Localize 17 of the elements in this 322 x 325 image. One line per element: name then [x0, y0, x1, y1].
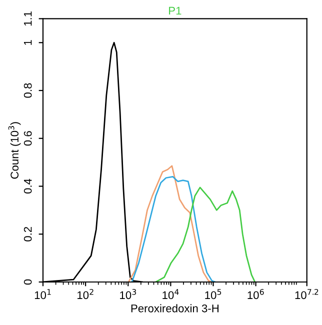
y-tick-label: 0.6 — [24, 131, 32, 146]
x-tick-label: 10$^{2}$ — [78, 288, 94, 300]
x-tick-label: 10$^{3}$ — [120, 288, 136, 300]
x-tick-label: 10$^{1}$ — [34, 289, 51, 300]
chart-title: P1 — [169, 6, 182, 15]
x-axis-title: Peroxiredoxin 3-H — [131, 304, 218, 312]
y-tick-label: 0 — [24, 279, 32, 285]
y-tick-label: 0.2 — [24, 226, 32, 242]
y-tick-label: 0.4 — [24, 178, 32, 194]
x-tick-label: 10$^{5}$ — [205, 289, 222, 300]
y-tick-label: 0.8 — [24, 83, 32, 98]
y-axis-title: Count (10$^{3}$) — [8, 122, 21, 179]
x-tick-label: 10$^{7.2}$ — [295, 288, 318, 300]
y-tick-label: 1.1 — [24, 12, 32, 26]
x-tick-label: 10$^{6}$ — [248, 288, 264, 300]
x-tick-label: 10$^{4}$ — [162, 289, 179, 300]
y-tick-label: 1 — [24, 40, 32, 45]
